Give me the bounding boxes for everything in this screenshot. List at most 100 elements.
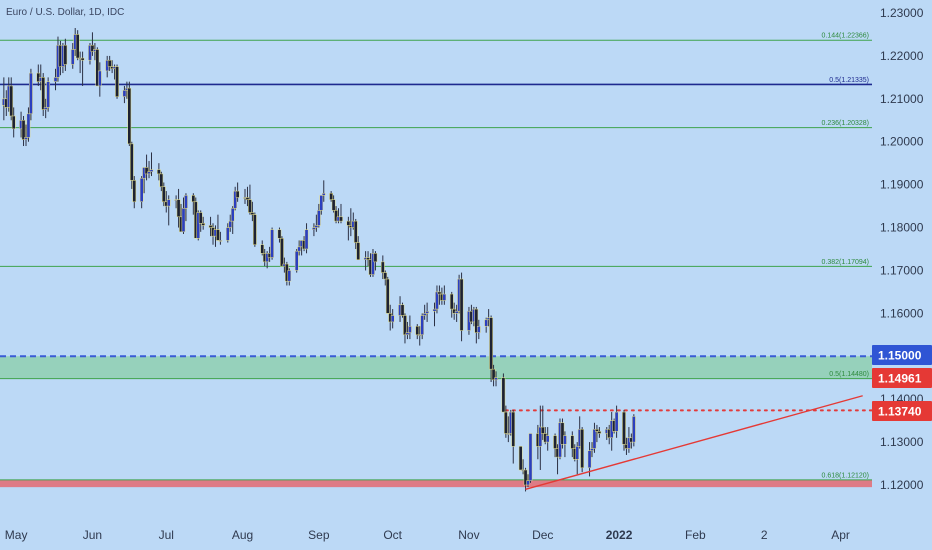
candle-down xyxy=(523,469,528,486)
candle-up xyxy=(24,137,28,140)
candle-down xyxy=(597,431,602,434)
x-tick-label: Sep xyxy=(308,528,330,542)
candle-down xyxy=(127,87,132,145)
candle-up xyxy=(122,89,127,97)
candle-up xyxy=(149,169,154,173)
y-tick-label: 1.18000 xyxy=(880,221,924,235)
price-badge xyxy=(872,401,932,421)
candle-down xyxy=(491,368,496,381)
candle-down xyxy=(253,214,257,245)
candle-down xyxy=(437,291,442,295)
candle-down xyxy=(595,428,599,432)
candle-down xyxy=(474,308,479,333)
candle-down xyxy=(260,244,265,254)
candle-up xyxy=(631,416,636,443)
candle-up xyxy=(43,107,48,110)
candle-down xyxy=(41,77,46,110)
y-tick-label: 1.21000 xyxy=(880,92,924,106)
candle-down xyxy=(334,210,338,222)
candle-down xyxy=(144,167,149,175)
candle-down xyxy=(511,411,516,447)
candle-up xyxy=(184,195,188,209)
y-tick-label: 1.17000 xyxy=(880,263,924,277)
levels-layer: 0.144(1.22366) 0.5(1.21335) 0.236(1.20328)… xyxy=(0,33,873,481)
candle-up xyxy=(321,192,326,196)
candle-up xyxy=(304,229,309,250)
candle-up xyxy=(422,313,427,316)
candle-down xyxy=(159,173,164,188)
candle-up xyxy=(442,293,447,301)
candle-up xyxy=(538,426,543,447)
price-badge xyxy=(872,368,932,388)
candle-down xyxy=(504,411,508,434)
y-tick-label: 1.22000 xyxy=(880,49,924,63)
candle-down xyxy=(580,428,585,469)
candle-down xyxy=(95,49,100,87)
candle-up xyxy=(563,435,567,445)
x-tick-label: Apr xyxy=(831,528,850,542)
price-badge xyxy=(872,345,932,365)
y-tick-label: 1.23000 xyxy=(880,6,924,20)
candle-down xyxy=(208,225,213,228)
candle-up xyxy=(614,411,619,432)
candle-down xyxy=(277,229,282,239)
fib-level-label: 0.5(1.21335) xyxy=(829,77,869,84)
price-badge-label: 1.13740 xyxy=(878,405,922,419)
candle-down xyxy=(400,304,405,316)
candle-up xyxy=(294,250,299,271)
candle-down xyxy=(161,186,166,203)
x-tick-label: Dec xyxy=(532,528,553,542)
candle-down xyxy=(518,446,523,471)
candle-up xyxy=(425,310,429,314)
fib-level-label: 0.5(1.14480) xyxy=(829,371,869,378)
candle-up xyxy=(484,319,489,327)
candle-down xyxy=(622,411,626,445)
y-axis[interactable]: 1.23000 1.22000 1.21000 1.20000 1.19000 1.180… xyxy=(880,6,924,492)
candle-down xyxy=(11,115,16,130)
x-tick-label: 2 xyxy=(761,528,768,542)
x-tick-label: Jun xyxy=(83,528,102,542)
candle-up xyxy=(228,220,233,228)
candle-up xyxy=(435,291,439,310)
price-badge-label: 1.14961 xyxy=(878,372,922,386)
candle-down xyxy=(248,199,252,213)
x-axis[interactable]: May Jun Jul Aug Sep Oct Nov Dec 2022 Feb 2 Apr xyxy=(5,528,850,542)
x-tick-label: Aug xyxy=(232,528,253,542)
candle-up xyxy=(526,480,530,486)
candle-up xyxy=(454,310,459,314)
candle-down xyxy=(216,229,220,241)
price-badges: 1.15000 1.14961 1.13740 xyxy=(872,345,932,421)
candle-down xyxy=(80,57,85,61)
candle-down xyxy=(570,435,575,449)
candle-up xyxy=(53,77,58,82)
candle-up xyxy=(139,177,144,203)
candle-down xyxy=(280,238,284,267)
candle-down xyxy=(132,180,137,203)
candle-down xyxy=(489,317,493,370)
candle-up xyxy=(230,207,235,222)
fib-level-label: 0.236(1.20328) xyxy=(822,120,869,127)
x-tick-label: Oct xyxy=(383,528,402,542)
candle-down xyxy=(75,34,80,59)
candle-up xyxy=(494,377,498,381)
x-tick-label: Jul xyxy=(159,528,174,542)
candle-down xyxy=(9,85,14,117)
candle-up xyxy=(46,81,50,108)
candle-up xyxy=(314,225,319,228)
candle-down xyxy=(403,315,407,336)
candle-up xyxy=(420,315,425,336)
fib-level-label: 0.382(1.17094) xyxy=(822,259,869,266)
candle-down xyxy=(157,169,161,175)
candle-up xyxy=(97,70,102,87)
candle-up xyxy=(196,212,201,239)
candle-down xyxy=(553,435,557,449)
candle-down xyxy=(176,199,181,218)
candle-up xyxy=(545,435,550,443)
candle-up xyxy=(592,428,597,449)
candle-up xyxy=(587,450,592,469)
candle-down xyxy=(201,223,206,226)
overlay-layer xyxy=(525,395,863,490)
candle-down xyxy=(501,377,506,413)
candle-up xyxy=(29,72,33,115)
